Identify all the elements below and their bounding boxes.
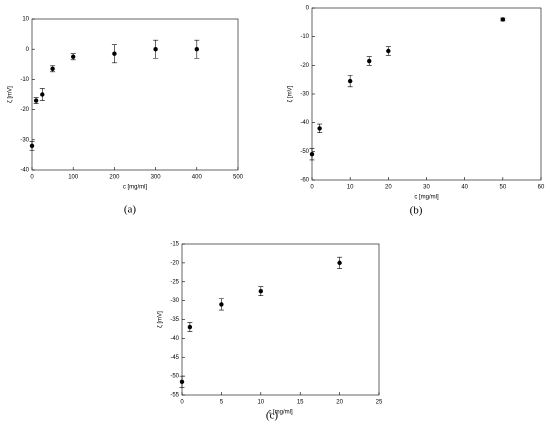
x-tick-label: 50	[499, 185, 506, 191]
x-tick-label: 5	[220, 400, 224, 406]
x-tick-label: 200	[109, 175, 120, 181]
plot-frame	[181, 243, 380, 396]
y-tick-label: -25	[170, 279, 179, 285]
point	[187, 324, 193, 330]
x-tick-label: 20	[385, 185, 392, 191]
point	[367, 58, 372, 64]
point	[40, 92, 45, 97]
point	[153, 47, 158, 52]
y-tick-label: -60	[300, 178, 309, 184]
y-tick-label: 10	[22, 17, 29, 23]
x-tick-label: 25	[376, 400, 383, 406]
x-tick-label: 300	[151, 175, 162, 181]
y-tick-label: -10	[20, 77, 29, 83]
plot-frame	[311, 7, 542, 181]
x-tick-label: 20	[336, 400, 343, 406]
point	[500, 17, 506, 22]
caption: (a)	[124, 204, 137, 216]
y-tick-label: -50	[300, 149, 309, 155]
plot-frame	[31, 18, 239, 171]
x-tick-label: 0	[30, 175, 34, 181]
x-tick-label: 10	[257, 400, 264, 406]
y-tick-label: -40	[300, 120, 309, 126]
y-tick-label: -30	[20, 137, 29, 143]
y-tick-label: 0	[306, 6, 310, 12]
point	[194, 47, 199, 52]
y-tick-label: -10	[300, 34, 309, 40]
y-tick-label: -20	[20, 107, 29, 113]
x-axis-label: c [mg/ml]	[268, 410, 293, 416]
point	[71, 54, 76, 59]
point	[258, 288, 263, 294]
y-tick-label: -55	[170, 393, 179, 399]
point	[219, 302, 224, 307]
y-tick-label: -45	[170, 355, 179, 361]
caption: (c)	[266, 410, 279, 422]
y-tick-label: -30	[300, 92, 309, 98]
y-tick-label: 0	[26, 47, 30, 53]
point	[112, 51, 117, 56]
point	[33, 98, 39, 103]
y-tick-label: -35	[170, 317, 179, 323]
x-tick-label: 500	[233, 175, 244, 181]
y-axis-label: ζ [mV]	[158, 311, 164, 328]
point	[337, 260, 342, 266]
x-tick-label: 100	[68, 175, 79, 181]
point	[179, 379, 185, 384]
point	[347, 78, 353, 84]
x-tick-label: 10	[347, 185, 354, 191]
x-tick-label: 0	[180, 400, 184, 406]
x-tick-label: 40	[461, 185, 468, 191]
point	[309, 152, 315, 157]
y-tick-label: -50	[170, 374, 179, 380]
caption: (b)	[410, 205, 423, 217]
x-tick-label: 15	[297, 400, 304, 406]
x-tick-label: 400	[192, 175, 203, 181]
x-axis-label: c [mg/ml]	[414, 195, 439, 201]
y-tick-label: -20	[170, 260, 179, 266]
y-axis-label: ζ [mV]	[8, 86, 14, 103]
point	[317, 126, 322, 131]
x-tick-label: 30	[423, 185, 430, 191]
y-tick-label: -30	[170, 298, 179, 304]
x-tick-label: 60	[538, 185, 545, 191]
y-tick-label: -15	[170, 242, 179, 248]
y-tick-label: -40	[170, 336, 179, 342]
point	[386, 48, 391, 54]
y-axis-label: ζ [mV]	[288, 85, 294, 102]
point	[50, 66, 55, 72]
x-axis-label: c [mg/ml]	[123, 185, 148, 191]
y-tick-label: -20	[300, 63, 309, 69]
x-tick-label: 0	[310, 185, 314, 191]
point	[29, 143, 35, 149]
y-tick-label: -40	[20, 168, 29, 174]
